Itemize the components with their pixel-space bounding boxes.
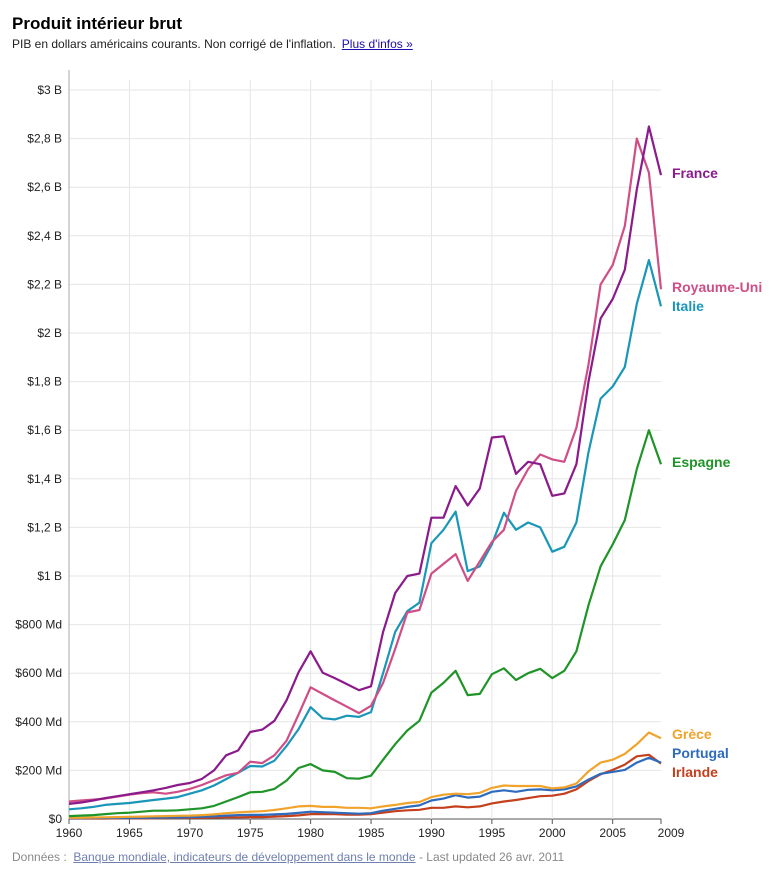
source-link[interactable]: Banque mondiale, indicateurs de développ… bbox=[73, 850, 416, 864]
y-tick-label: $1,6 B bbox=[27, 423, 62, 437]
y-tick-label: $0 bbox=[49, 812, 63, 826]
x-tick-label: 1965 bbox=[116, 826, 143, 840]
series-line-portugal[interactable] bbox=[69, 756, 662, 820]
source-label: Données : bbox=[12, 850, 67, 864]
legend-label-grèce[interactable]: Grèce bbox=[672, 726, 712, 742]
y-tick-label: $1,4 B bbox=[27, 472, 62, 486]
series-line-espagne[interactable] bbox=[68, 429, 663, 818]
series-line-royaume-uni[interactable] bbox=[68, 137, 663, 803]
y-tick-label: $200 Md bbox=[15, 763, 62, 777]
chart-subtitle: PIB en dollars américains courants. Non … bbox=[12, 37, 413, 51]
legend-label-irlande[interactable]: Irlande bbox=[672, 764, 718, 780]
last-updated: - Last updated 26 avr. 2011 bbox=[418, 850, 565, 864]
x-tick-label: 1995 bbox=[479, 826, 506, 840]
y-tick-label: $400 Md bbox=[15, 715, 62, 729]
y-tick-label: $2,6 B bbox=[27, 180, 62, 194]
y-tick-label: $1,2 B bbox=[27, 520, 62, 534]
y-tick-label: $2 B bbox=[37, 326, 62, 340]
x-tick-label: 1985 bbox=[358, 826, 385, 840]
series-line-grèce[interactable] bbox=[69, 731, 662, 819]
legend-label-france[interactable]: France bbox=[672, 165, 718, 181]
y-tick-label: $2,4 B bbox=[27, 229, 62, 243]
subtitle-text: PIB en dollars américains courants. Non … bbox=[12, 37, 336, 51]
legend-label-portugal[interactable]: Portugal bbox=[672, 745, 729, 761]
series-line-italie[interactable] bbox=[68, 259, 663, 811]
x-tick-label: 1970 bbox=[176, 826, 203, 840]
x-tick-label: 2000 bbox=[539, 826, 566, 840]
more-info-link[interactable]: Plus d'infos » bbox=[341, 37, 413, 51]
y-tick-label: $1,8 B bbox=[27, 375, 62, 389]
page-title: Produit intérieur brut bbox=[12, 14, 182, 33]
x-tick-label: 1980 bbox=[297, 826, 324, 840]
y-tick-label: $2,8 B bbox=[27, 132, 62, 146]
y-tick-label: $1 B bbox=[37, 569, 62, 583]
x-tick-label: 1960 bbox=[56, 826, 83, 840]
data-source-footer: Données : Banque mondiale, indicateurs d… bbox=[12, 850, 564, 864]
x-tick-label: 2009 bbox=[658, 826, 685, 840]
x-tick-label: 2005 bbox=[599, 826, 626, 840]
gdp-line-chart: $0 $200 Md $400 Md $600 Md $800 Md $1 B $1,2 B… bbox=[15, 70, 762, 840]
x-tick-label: 1990 bbox=[418, 826, 445, 840]
series-line-france[interactable] bbox=[68, 125, 663, 805]
y-tick-label: $2,2 B bbox=[27, 277, 62, 291]
y-tick-label: $800 Md bbox=[15, 618, 62, 632]
x-tick-label: 1975 bbox=[237, 826, 264, 840]
legend-label-royaume-uni[interactable]: Royaume-Uni bbox=[672, 279, 762, 295]
y-tick-label: $3 B bbox=[37, 83, 62, 97]
y-tick-label: $600 Md bbox=[15, 666, 62, 680]
legend-label-espagne[interactable]: Espagne bbox=[672, 454, 731, 470]
legend-label-italie[interactable]: Italie bbox=[672, 298, 704, 314]
